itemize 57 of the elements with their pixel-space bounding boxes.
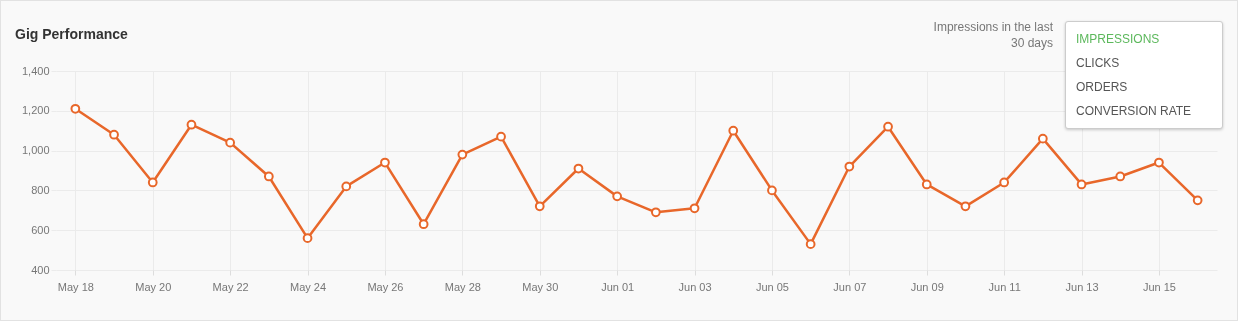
point [612,191,623,202]
point [147,177,158,188]
text: IMPRESSIONS [1076,32,1160,46]
point [380,157,390,168]
point [650,207,661,218]
point [341,181,352,192]
point [921,179,932,190]
point [728,125,739,136]
y-tick-label: 400 [31,263,50,276]
x-tick-label: May 18 [57,280,94,293]
x-tick-label: Jun 13 [1065,280,1099,293]
point [225,137,236,148]
point [1076,179,1087,190]
point [767,185,777,196]
point [689,203,700,214]
x-tick-label: May 22 [212,280,249,293]
point [999,177,1010,188]
y-tick-label: 1,400 [21,64,50,77]
annotation: ORDERS [1076,80,1128,94]
x-tick-label: Jun 01 [601,280,635,293]
y-tick-label: 800 [31,183,50,196]
point [70,103,81,114]
x-tick-label: May 20 [135,280,172,293]
point [263,171,274,182]
x-tick-label: May 26 [367,280,404,293]
point [1154,157,1164,168]
point [186,119,197,130]
point [457,149,468,160]
x-tick-label: Jun 15 [1142,280,1176,293]
x-tick-label: Jun 03 [678,280,712,293]
x-tick-label: Jun 11 [988,280,1021,293]
y-tick-label: 1,200 [21,104,50,117]
x-tick-label: May 30 [522,280,559,293]
point [1037,133,1048,144]
y-tick-label: 1,000 [21,144,50,157]
point [534,201,545,212]
annotation: CONVERSION RATE [1076,104,1192,118]
point [960,201,971,212]
y-tick-label: 600 [31,223,50,236]
point [573,163,584,174]
point [883,121,893,132]
point [418,219,429,230]
point [302,233,313,244]
point [496,131,506,142]
text: CLICKS [1076,56,1120,70]
point [109,129,119,140]
x-tick-label: May 24 [290,280,327,293]
point [1192,195,1203,206]
point [844,161,855,172]
x-tick-label: Jun 05 [755,280,789,293]
chart-title: Gig Performance [15,26,128,42]
point [1115,171,1126,182]
point [805,239,816,249]
x-tick-label: Jun 07 [833,280,867,293]
text: Impressions in the last 30 days [932,19,1053,51]
x-tick-label: May 28 [444,280,481,293]
x-tick-label: Jun 09 [910,280,944,293]
